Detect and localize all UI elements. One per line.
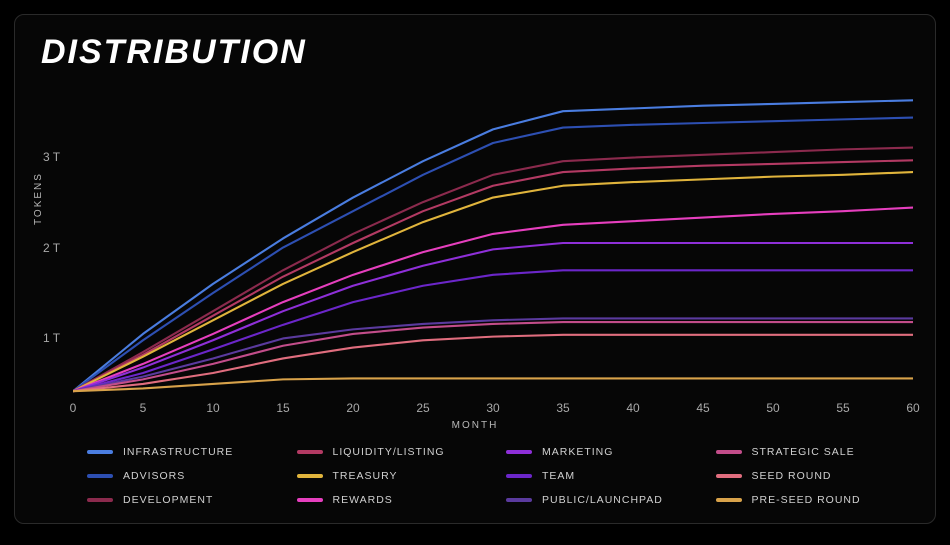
legend-label: PRE-SEED ROUND: [752, 494, 861, 506]
line-chart-svg: [73, 93, 913, 393]
legend-label: DEVELOPMENT: [123, 494, 213, 506]
series-preseed_round: [73, 378, 913, 391]
x-tick: 25: [416, 401, 429, 415]
x-tick: 20: [346, 401, 359, 415]
legend-label: ADVISORS: [123, 470, 185, 482]
y-tick: 3 T: [43, 150, 60, 164]
x-tick: 10: [206, 401, 219, 415]
legend-swatch: [716, 474, 742, 478]
legend-item-infrastructure: INFRASTRUCTURE: [87, 441, 289, 463]
legend-item-rewards: REWARDS: [297, 489, 499, 511]
legend-label: REWARDS: [333, 494, 393, 506]
x-tick: 50: [766, 401, 779, 415]
chart-panel: DISTRIBUTION TOKENS MONTH INFRASTRUCTURE…: [14, 14, 936, 524]
plot-area: [73, 93, 913, 393]
series-strategic_sale: [73, 322, 913, 391]
x-tick: 40: [626, 401, 639, 415]
series-advisors: [73, 118, 913, 392]
legend-swatch: [506, 450, 532, 454]
x-tick: 55: [836, 401, 849, 415]
x-tick: 35: [556, 401, 569, 415]
legend-item-treasury: TREASURY: [297, 465, 499, 487]
legend-label: STRATEGIC SALE: [752, 446, 855, 458]
legend-item-advisors: ADVISORS: [87, 465, 289, 487]
legend-label: PUBLIC/LAUNCHPAD: [542, 494, 663, 506]
legend-swatch: [506, 498, 532, 502]
legend-swatch: [297, 450, 323, 454]
x-tick: 15: [276, 401, 289, 415]
legend-item-marketing: MARKETING: [506, 441, 708, 463]
y-axis-label: TOKENS: [33, 172, 44, 225]
legend-item-seed_round: SEED ROUND: [716, 465, 918, 487]
legend-swatch: [87, 498, 113, 502]
legend-label: TEAM: [542, 470, 575, 482]
legend-item-team: TEAM: [506, 465, 708, 487]
legend-swatch: [87, 450, 113, 454]
x-tick: 30: [486, 401, 499, 415]
x-tick: 5: [140, 401, 147, 415]
legend-label: TREASURY: [333, 470, 398, 482]
legend-item-preseed_round: PRE-SEED ROUND: [716, 489, 918, 511]
series-rewards: [73, 208, 913, 392]
series-treasury: [73, 172, 913, 391]
x-tick: 45: [696, 401, 709, 415]
series-team: [73, 270, 913, 391]
x-tick: 60: [906, 401, 919, 415]
legend-item-development: DEVELOPMENT: [87, 489, 289, 511]
legend-swatch: [297, 474, 323, 478]
legend-swatch: [506, 474, 532, 478]
legend-item-strategic_sale: STRATEGIC SALE: [716, 441, 918, 463]
y-tick: 2 T: [43, 241, 60, 255]
chart-title: DISTRIBUTION: [41, 33, 307, 72]
legend-swatch: [87, 474, 113, 478]
legend-swatch: [716, 450, 742, 454]
series-marketing: [73, 243, 913, 391]
legend-label: SEED ROUND: [752, 470, 832, 482]
legend-label: LIQUIDITY/LISTING: [333, 446, 445, 458]
legend-item-public_launchpad: PUBLIC/LAUNCHPAD: [506, 489, 708, 511]
legend-label: MARKETING: [542, 446, 613, 458]
legend: INFRASTRUCTURE LIQUIDITY/LISTING MARKETING…: [87, 441, 917, 511]
x-axis-label: MONTH: [452, 420, 499, 431]
y-tick: 1 T: [43, 331, 60, 345]
legend-swatch: [297, 498, 323, 502]
legend-item-liquidity_listing: LIQUIDITY/LISTING: [297, 441, 499, 463]
x-tick: 0: [70, 401, 77, 415]
legend-label: INFRASTRUCTURE: [123, 446, 233, 458]
legend-swatch: [716, 498, 742, 502]
